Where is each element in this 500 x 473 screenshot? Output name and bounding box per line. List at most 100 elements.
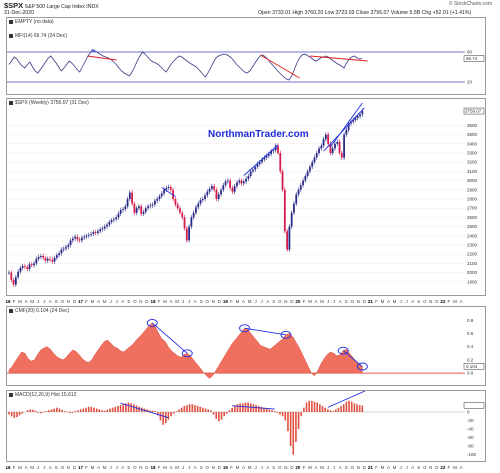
x-tick-label: N — [139, 299, 142, 304]
price-candle — [87, 234, 90, 236]
close-value: Close 3756.07 — [355, 10, 390, 16]
x-tick-label: A — [242, 465, 245, 470]
x-tick-label: J — [43, 465, 45, 470]
price-candle — [288, 226, 291, 250]
x-tick-label: D — [73, 299, 77, 304]
x-tick-label: A — [170, 299, 173, 304]
price-tick-label: 2200 — [467, 252, 478, 257]
macd-bar — [218, 411, 220, 422]
price-candle — [110, 220, 113, 222]
x-tick-label: F — [158, 299, 161, 304]
x-tick-label: A — [25, 299, 28, 304]
price-candle — [21, 266, 24, 268]
price-candle — [324, 134, 327, 140]
macd-bar — [353, 403, 356, 412]
macd-bar — [268, 409, 271, 412]
x-tick-label: J — [110, 299, 112, 304]
macd-bar — [305, 402, 308, 412]
x-tick-label: O — [206, 299, 210, 304]
price-candle — [329, 143, 332, 153]
price-candle — [304, 176, 307, 181]
macd-bar — [13, 411, 16, 418]
x-tick-label: D — [218, 299, 222, 304]
x-tick-label: A — [315, 299, 318, 304]
mfi-overbought-fill — [93, 51, 97, 52]
price-candle — [19, 268, 22, 272]
macd-bar — [103, 410, 106, 412]
macd-bar — [212, 411, 215, 415]
price-candle — [263, 157, 266, 160]
price-tick-label: 3600 — [467, 123, 478, 128]
price-candle — [261, 159, 263, 163]
macd-bar — [26, 410, 29, 412]
macd-panel: MACD(12,26,9) Hist 15.612 15.6120-20-40-… — [6, 390, 486, 462]
x-tick-label: A — [97, 299, 100, 304]
x-tick-label: 22 — [440, 299, 446, 304]
price-candle — [40, 256, 42, 257]
price-candle — [293, 203, 295, 213]
x-tick-label: O — [423, 465, 427, 470]
price-candle — [185, 228, 188, 241]
price-candle — [208, 188, 211, 192]
x-tick-label: A — [459, 299, 462, 304]
x-tick-label: A — [121, 465, 124, 470]
x-tick-label: J — [406, 299, 408, 304]
macd-bar — [71, 411, 74, 413]
price-candle — [331, 148, 334, 153]
macd-bar — [178, 409, 180, 412]
price-candle — [199, 199, 202, 204]
macd-bar — [191, 404, 194, 412]
macd-bar — [29, 409, 32, 412]
macd-bar — [337, 407, 340, 412]
price-candle — [108, 222, 111, 225]
x-tick-label: S — [55, 465, 58, 470]
price-candle — [302, 180, 304, 186]
x-tick-label: A — [339, 299, 342, 304]
macd-bar — [53, 408, 55, 412]
x-tick-label: M — [320, 299, 324, 304]
mfi-line — [8, 48, 363, 81]
x-tick-label: M — [453, 465, 457, 470]
x-tick-label: 20 — [295, 299, 301, 304]
macd-bar — [61, 409, 63, 412]
price-candle — [83, 236, 86, 238]
macd-bar — [252, 404, 255, 412]
exchange: INDX — [86, 4, 99, 10]
x-tick-label: M — [248, 465, 252, 470]
x-tick-label: S — [272, 465, 275, 470]
price-candle — [12, 279, 15, 285]
macd-bar — [164, 411, 167, 424]
macd-bar — [188, 404, 191, 412]
x-tick-label: M — [30, 299, 34, 304]
cmf-peak-circle — [181, 349, 193, 358]
price-candle — [53, 257, 56, 262]
price-candle — [210, 186, 213, 189]
price-candle — [258, 162, 261, 165]
x-tick-label: M — [320, 465, 324, 470]
x-tick-label: F — [85, 299, 88, 304]
macd-bar — [95, 408, 98, 412]
macd-bar — [48, 410, 50, 412]
macd-tick-label: 0 — [467, 409, 470, 414]
macd-bar — [255, 405, 257, 412]
x-tick-label: J — [182, 299, 184, 304]
price-candle — [58, 253, 61, 256]
price-tick-label: 3200 — [467, 160, 478, 165]
macd-bar — [8, 411, 10, 415]
x-tick-label: M — [18, 465, 22, 470]
mfi-trendline — [87, 55, 117, 61]
macd-bar — [117, 405, 119, 412]
price-candle — [327, 134, 330, 144]
cmf-panel: CMF(20) 0.104 (24 Dec) 0.8 0.6 0.4 0.2 0.0 0.… — [6, 306, 486, 386]
x-tick-label: J — [110, 465, 112, 470]
cmf-label: CMF(20) 0.104 (24 Dec) — [9, 308, 69, 314]
price-candle — [55, 255, 58, 258]
price-candle — [44, 257, 47, 261]
macd-bar — [292, 411, 295, 455]
price-candle — [28, 264, 31, 269]
x-tick-label: D — [435, 465, 439, 470]
mfi-tick-label: 20 — [467, 80, 473, 85]
x-tick-label: O — [133, 465, 137, 470]
price-candle — [26, 267, 29, 269]
price-candle — [74, 236, 77, 239]
